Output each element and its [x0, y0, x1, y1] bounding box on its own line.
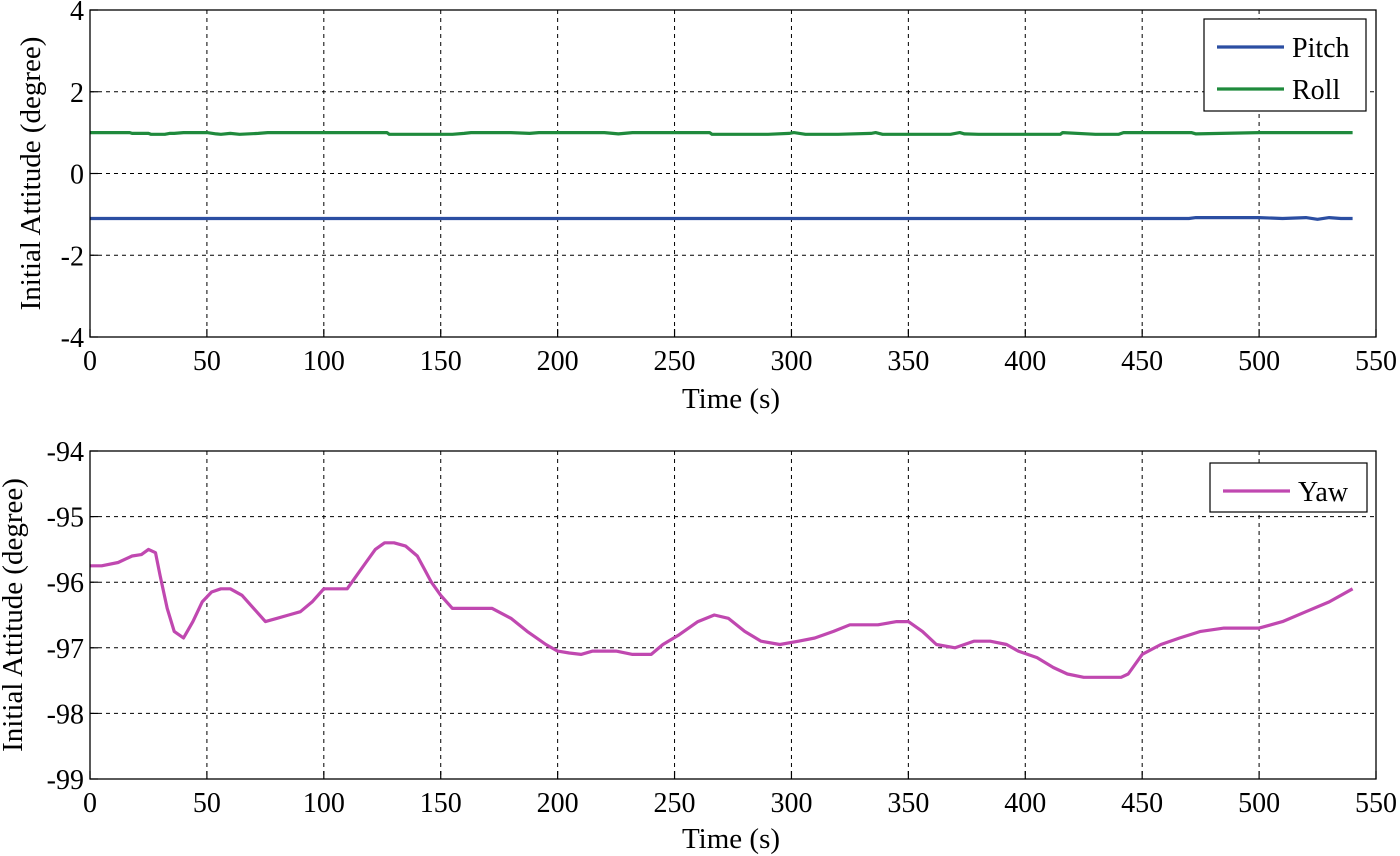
x-tick-label: 50: [193, 788, 221, 819]
y-tick-label: -95: [47, 503, 84, 534]
attitude-pitch-roll-chart: 0 50 100 150 200 250 300 350 400 450 500 550 -4 -2 0 2 4…: [15, 0, 1397, 415]
x-tick-label: 200: [537, 788, 579, 819]
x-tick-label: 0: [83, 346, 97, 377]
x-tick-label: 200: [537, 346, 579, 377]
x-tick-label: 300: [770, 346, 812, 377]
y-tick-label: -97: [47, 634, 84, 665]
series-line-pitch: [90, 216, 1353, 221]
y-tick-label: -96: [47, 568, 84, 599]
legend-label-roll: Roll: [1292, 75, 1340, 106]
x-tick-label: 350: [887, 346, 929, 377]
y-tick-label: -2: [61, 241, 84, 272]
y-tick-label: 4: [70, 0, 84, 27]
x-tick-label: 250: [654, 788, 696, 819]
legend-box: [1203, 18, 1367, 112]
y-tick-label: -4: [61, 323, 84, 354]
x-axis-label: Time (s): [682, 383, 780, 415]
legend-label-yaw: Yaw: [1298, 477, 1349, 508]
x-tick-label: 500: [1238, 788, 1280, 819]
y-tick-label: 0: [70, 160, 84, 191]
legend: Yaw: [1209, 462, 1368, 513]
legend-label-pitch: Pitch: [1292, 33, 1350, 64]
y-axis-label: Initial Attitude (degree): [0, 478, 29, 752]
x-tick-label: 100: [303, 788, 345, 819]
series-line-roll: [90, 131, 1353, 136]
x-tick-label: 300: [770, 788, 812, 819]
legend-box: [1209, 462, 1368, 513]
x-axis-label: Time (s): [682, 823, 780, 855]
plot-frame: [89, 450, 1377, 780]
x-tick-label: 0: [83, 788, 97, 819]
legend: Pitch Roll: [1203, 18, 1367, 112]
x-tick-label: 400: [1004, 346, 1046, 377]
x-tick-label: 150: [420, 346, 462, 377]
x-tick-label: 150: [420, 788, 462, 819]
y-axis-label: Initial Attitude (degree): [15, 37, 47, 311]
x-tick-label: 450: [1121, 346, 1163, 377]
x-tick-label: 250: [654, 346, 696, 377]
x-tick-label: 550: [1355, 788, 1397, 819]
y-tick-label: -98: [47, 699, 84, 730]
y-tick-label: -99: [47, 765, 84, 796]
x-tick-label: 550: [1355, 346, 1397, 377]
x-tick-label: 500: [1238, 346, 1280, 377]
x-tick-label: 50: [193, 346, 221, 377]
x-tick-label: 450: [1121, 788, 1163, 819]
attitude-yaw-chart: 0 50 100 150 200 250 300 350 400 450 500 550 -99 -98 -…: [0, 437, 1397, 855]
y-tick-label: 2: [70, 78, 84, 109]
x-tick-label: 400: [1004, 788, 1046, 819]
series-line-yaw: [90, 541, 1354, 679]
x-tick-label: 350: [887, 788, 929, 819]
y-tick-label: -94: [47, 437, 84, 468]
x-tick-label: 100: [303, 346, 345, 377]
